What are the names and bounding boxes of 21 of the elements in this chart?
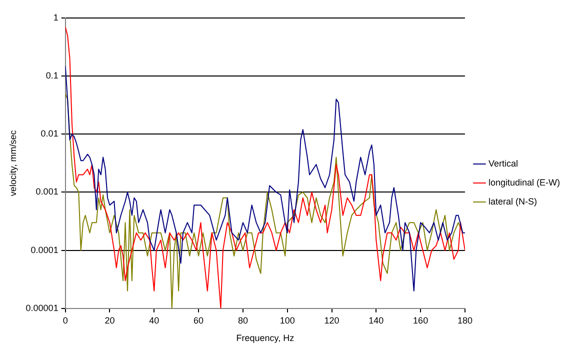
- x-tick-label: 0: [62, 315, 68, 326]
- y-axis-title: velocity, mm/sec: [8, 130, 18, 196]
- legend-label: lateral (N-S): [488, 196, 537, 206]
- x-tick-label: 80: [238, 315, 248, 326]
- x-tick-label: 100: [280, 315, 295, 326]
- legend-label: longitudinal (E-W): [488, 177, 560, 188]
- y-tick-label: 0.01: [40, 128, 58, 139]
- x-tick-label: 180: [457, 315, 472, 326]
- y-tick-label: 1: [53, 12, 58, 22]
- x-tick-label: 20: [104, 315, 115, 326]
- y-tick-label: 0.0001: [30, 244, 58, 255]
- y-tick-label: 0.1: [46, 70, 58, 81]
- x-tick-label: 140: [368, 315, 384, 326]
- x-tick-label: 160: [413, 315, 428, 326]
- y-tick-label: 0.001: [36, 186, 58, 197]
- y-tick-label: 0.00001: [26, 302, 58, 313]
- x-axis-title: Frequency, Hz: [236, 333, 295, 344]
- x-tick-label: 40: [149, 315, 160, 326]
- x-tick-label: 60: [194, 315, 204, 326]
- legend-label: Vertical: [488, 158, 518, 168]
- x-tick-label: 120: [324, 315, 340, 326]
